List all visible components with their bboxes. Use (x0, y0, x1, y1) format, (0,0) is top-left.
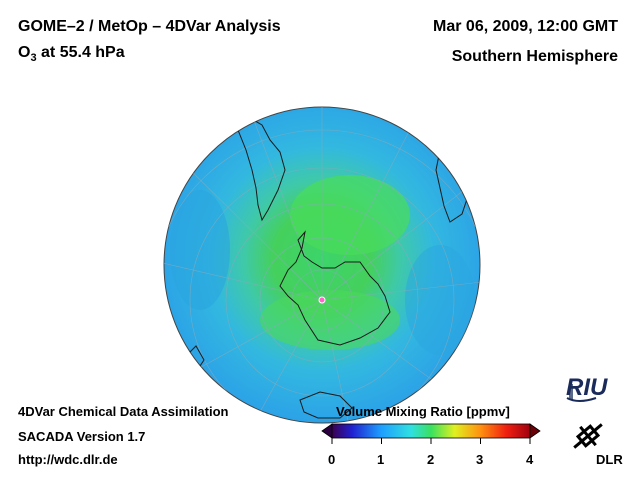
south-pole-marker (318, 296, 326, 304)
riu-logo-icon (566, 384, 597, 402)
colorbar-arrow-left (321, 423, 333, 439)
colorbar-tick: 3 (476, 452, 484, 467)
map-title: GOME–2 / MetOp – 4DVar Analysis (18, 18, 281, 35)
colorbar-tick: 0 (328, 452, 336, 467)
colorbar-title: Volume Mixing Ratio [ppmv] (336, 404, 510, 419)
footer-line-1: 4DVar Chemical Data Assimilation (18, 404, 229, 419)
region-label: Southern Hemisphere (451, 48, 618, 65)
antarctica-coastline (279, 230, 391, 346)
date-time: Mar 06, 2009, 12:00 GMT (433, 18, 618, 35)
south-america-coastline (234, 109, 286, 222)
footer-line-2: SACADA Version 1.7 (18, 429, 146, 444)
ozone-low-patch-east (405, 245, 475, 355)
colorbar-tick: 2 (427, 452, 435, 467)
colorbar-tick: 1 (377, 452, 385, 467)
colorbar-arrow-right (529, 423, 541, 439)
colorbar (321, 423, 541, 444)
species-subscript: 3 (30, 52, 37, 65)
dlr-logo-icon (573, 423, 603, 449)
dlr-logo-text: DLR (596, 452, 623, 467)
australia-coastline (299, 391, 353, 419)
species-name: O (18, 44, 31, 61)
pressure-level: at 55.4 hPa (36, 44, 125, 61)
colorbar-gradient (331, 423, 531, 439)
colorbar-tick: 4 (526, 452, 534, 467)
riu-logo-text: RIU (566, 374, 608, 401)
footer-url: http://wdc.dlr.de (18, 452, 118, 467)
ozone-high-patch-north (290, 175, 410, 255)
graticule (164, 107, 480, 423)
species-level: O3 at 55.4 hPa (18, 44, 125, 64)
